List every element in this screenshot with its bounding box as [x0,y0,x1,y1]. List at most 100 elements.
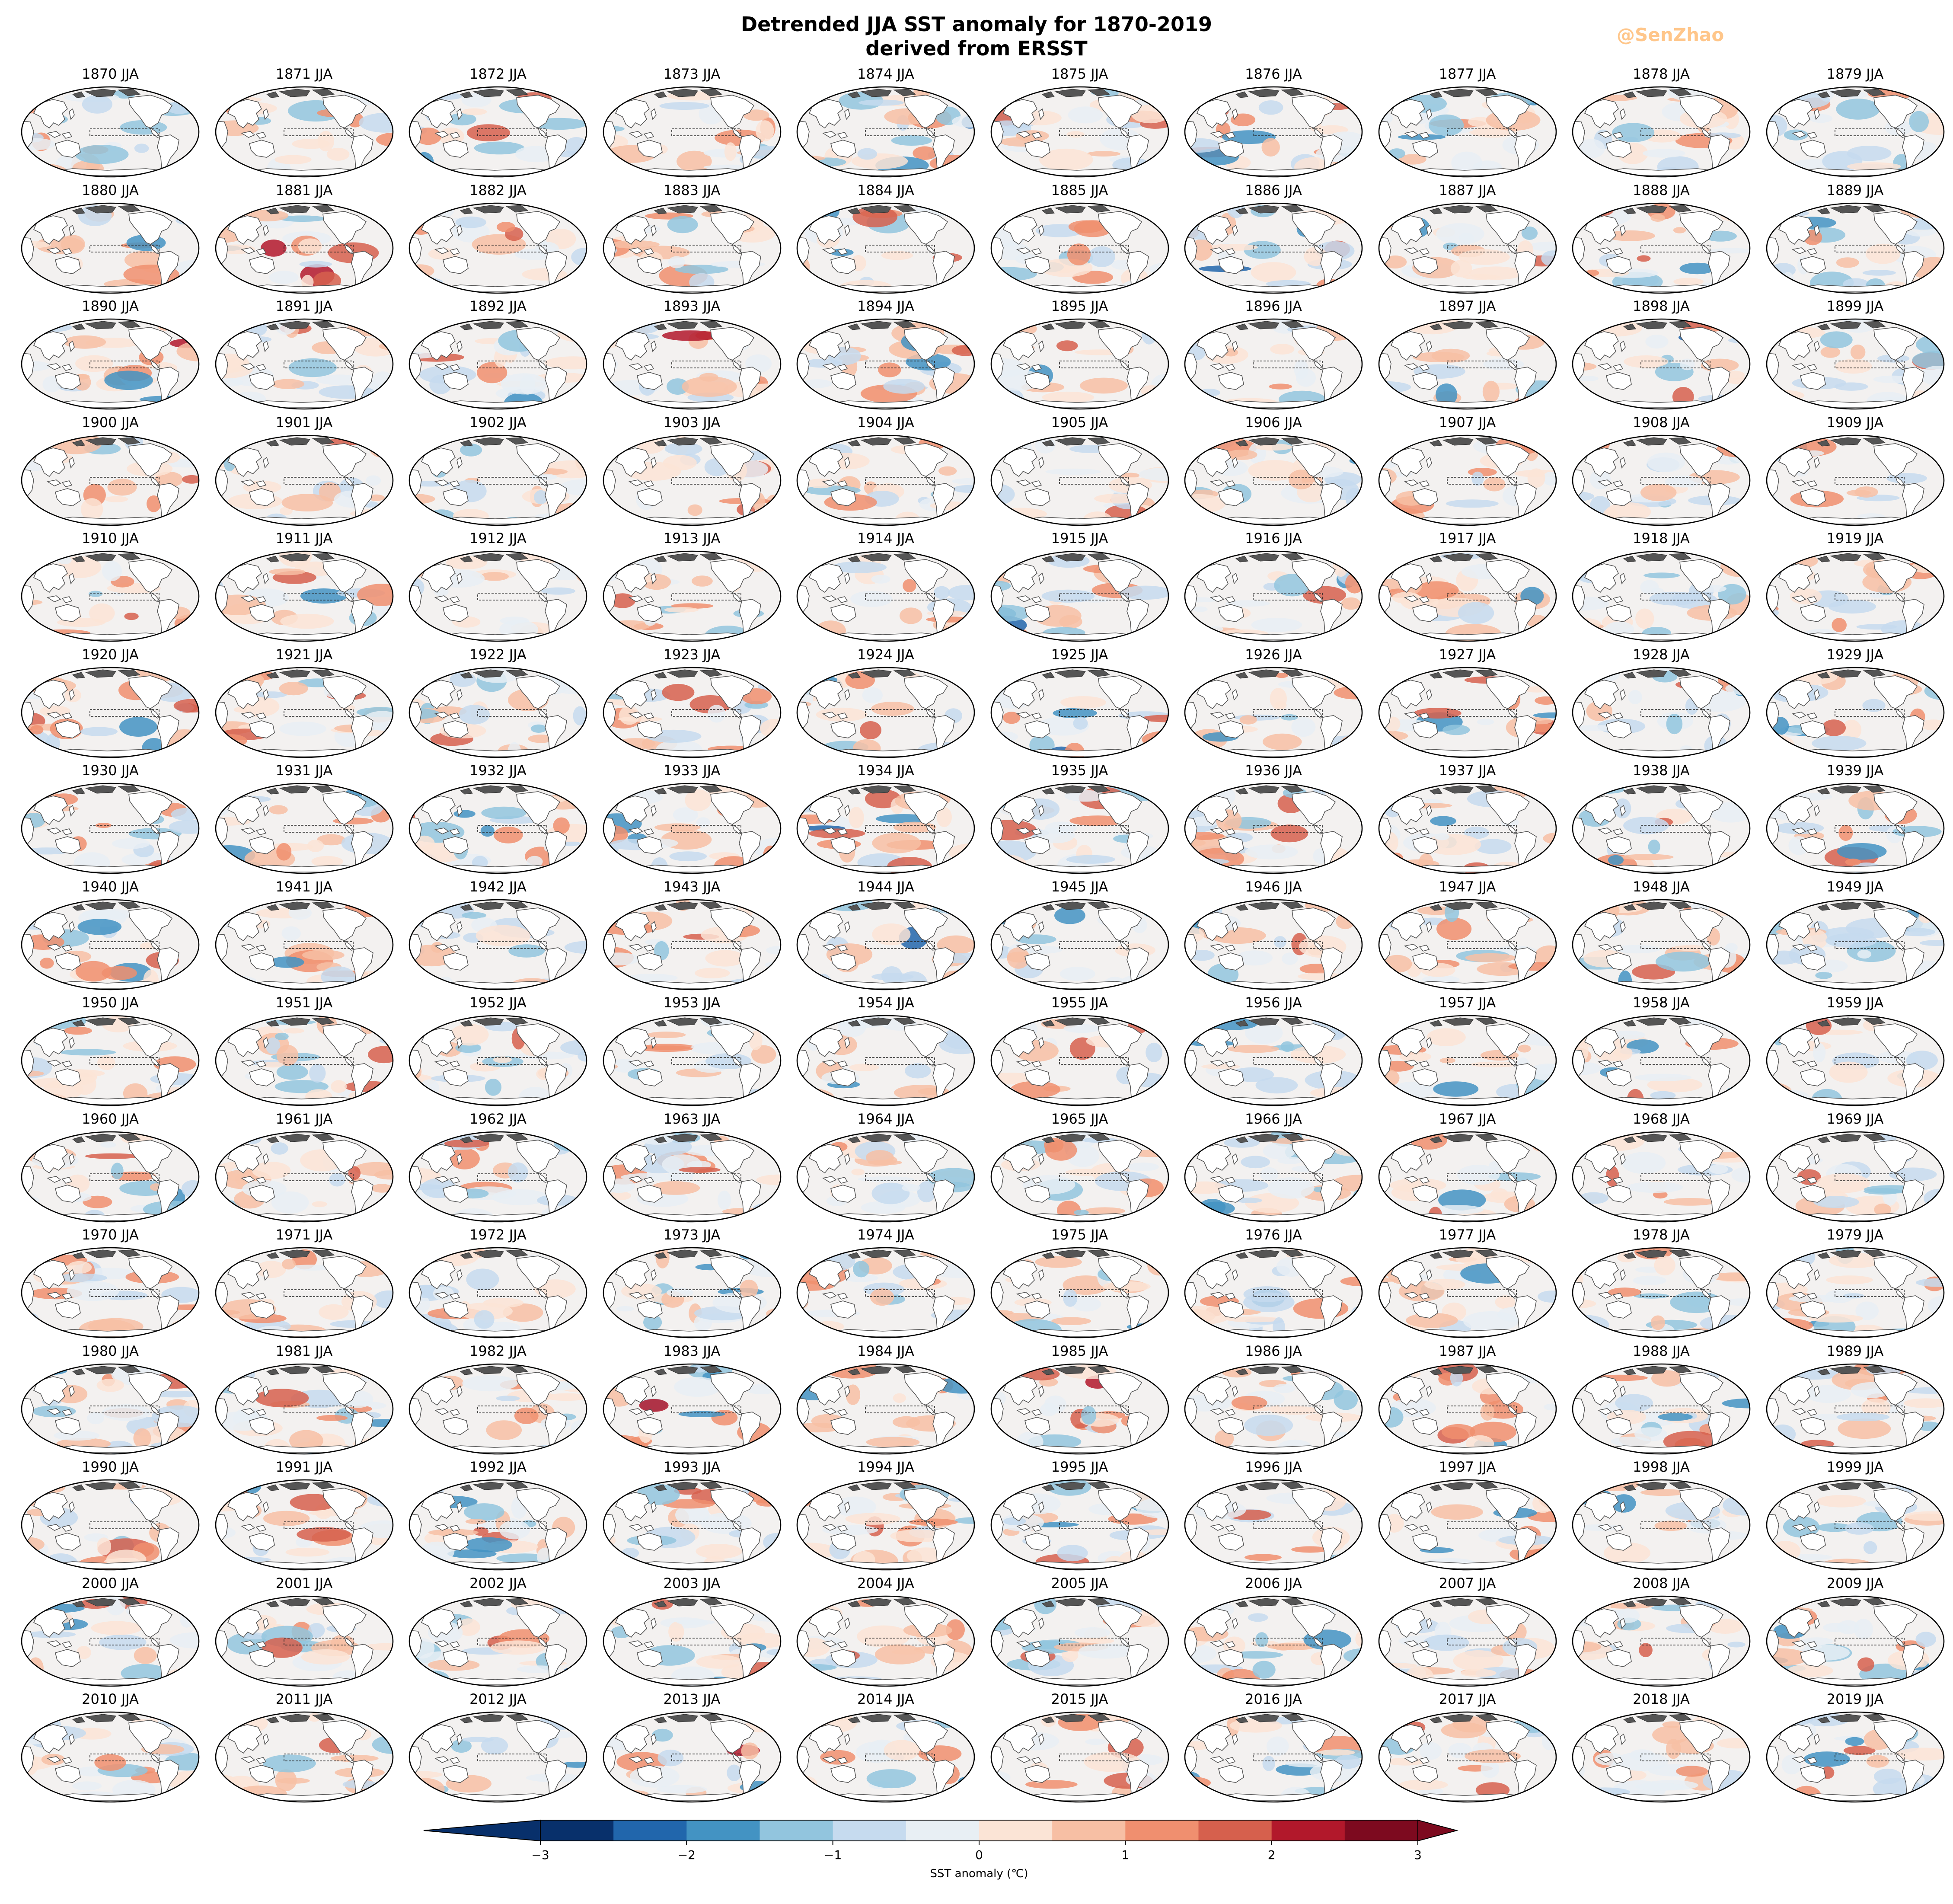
land-mass [1514,134,1537,170]
land-mass [1218,952,1244,971]
sst-anomaly-contour [124,251,163,269]
sst-anomaly-contour [169,1632,199,1648]
sst-anomaly-contour [1282,952,1298,965]
map-panel-title: 1909 JJA [1826,414,1884,431]
sst-anomaly-contour [1273,1383,1295,1393]
land-mass [1412,952,1438,971]
map-panel [1184,1479,1363,1571]
land-mass [1701,475,1712,486]
land-mass [1320,599,1343,634]
sst-anomaly-contour [691,575,713,587]
sst-anomaly-contour [1053,708,1097,718]
sst-anomaly-contour [1656,951,1711,971]
sst-anomaly-contour [215,1016,235,1029]
polar-land [860,1017,892,1026]
land-mass [569,909,584,920]
polar-land [893,901,916,909]
polar-land [1442,1482,1474,1490]
polar-land [1429,1136,1442,1143]
land-mass [1098,675,1142,709]
polar-land [460,439,473,447]
land-mass [1620,108,1626,120]
land-mass [710,1139,754,1173]
sst-anomaly-contour [556,513,587,521]
land-mass [1620,805,1626,817]
land-mass [128,1488,173,1521]
land-mass [181,677,196,688]
sst-anomaly-contour [1260,1167,1279,1182]
sst-anomaly-contour [466,124,511,141]
sst-anomaly-contour [1651,1370,1683,1386]
map-panel [21,1595,200,1687]
land-mass [1196,447,1231,477]
sst-anomaly-contour [1541,250,1556,267]
land-mass [1150,1257,1165,1268]
land-mass [1024,1533,1050,1551]
land-mass [615,1144,650,1173]
land-mass [55,1648,81,1667]
sst-anomaly-contour [279,681,308,695]
polar-land [847,439,861,447]
sst-anomaly-contour [1296,368,1316,387]
land-mass [1016,1060,1042,1067]
sst-anomaly-contour [1446,499,1499,508]
land-mass [904,1139,948,1173]
land-mass [957,212,972,224]
sst-anomaly-contour [283,1028,304,1034]
land-mass [1016,595,1042,603]
map-panel [1378,318,1557,410]
land-mass [1895,824,1905,834]
land-mass [55,1533,81,1551]
sst-anomaly-contour [1379,787,1401,794]
land-mass [157,1411,179,1447]
land-mass [808,99,843,129]
land-mass [1313,939,1324,951]
land-mass [710,1023,754,1057]
land-mass [249,488,275,506]
land-mass [262,1269,269,1281]
map-frame [1184,1015,1363,1106]
sst-anomaly-contour [1051,1317,1091,1325]
land-mass [1292,791,1336,825]
sst-anomaly-contour [455,1043,481,1053]
land-mass [150,1636,161,1647]
polar-land [1669,1133,1692,1141]
map-panel [408,1247,587,1339]
sst-anomaly-contour [1536,438,1556,454]
land-mass [1514,1411,1537,1447]
land-mass [1126,1411,1149,1447]
map-frame [1378,1247,1557,1339]
land-mass [1344,561,1359,572]
polar-land [699,89,722,96]
map-panel [1184,899,1363,990]
sst-anomaly-contour [1349,457,1362,464]
land-mass [1119,1172,1130,1183]
land-mass [545,599,567,634]
sst-anomaly-contour [1088,246,1115,267]
land-mass [1320,367,1343,402]
sst-anomaly-contour [1120,473,1140,478]
land-mass [516,95,561,128]
map-panel-title: 1885 JJA [1051,182,1108,198]
polar-land [847,671,861,679]
land-mass [240,711,266,719]
land-mass [1679,1139,1724,1173]
land-mass [128,1023,173,1057]
map-panel [1184,1247,1363,1339]
map-panel-title: 1887 JJA [1439,182,1496,198]
sst-anomaly-contour [1650,1315,1665,1330]
sst-anomaly-contour [1634,1293,1669,1299]
polar-land [699,669,722,677]
sst-anomaly-contour [28,1366,67,1375]
sst-anomaly-contour [900,607,922,624]
polar-land [311,901,335,909]
sst-anomaly-contour [22,1441,49,1454]
land-mass [421,215,456,245]
sst-anomaly-contour [1605,230,1655,241]
land-mass [731,1172,742,1183]
sst-anomaly-contour [1673,278,1704,285]
polar-land [1636,321,1667,329]
land-mass [710,1255,754,1289]
land-mass [1390,1144,1425,1173]
land-mass [1412,1300,1438,1319]
